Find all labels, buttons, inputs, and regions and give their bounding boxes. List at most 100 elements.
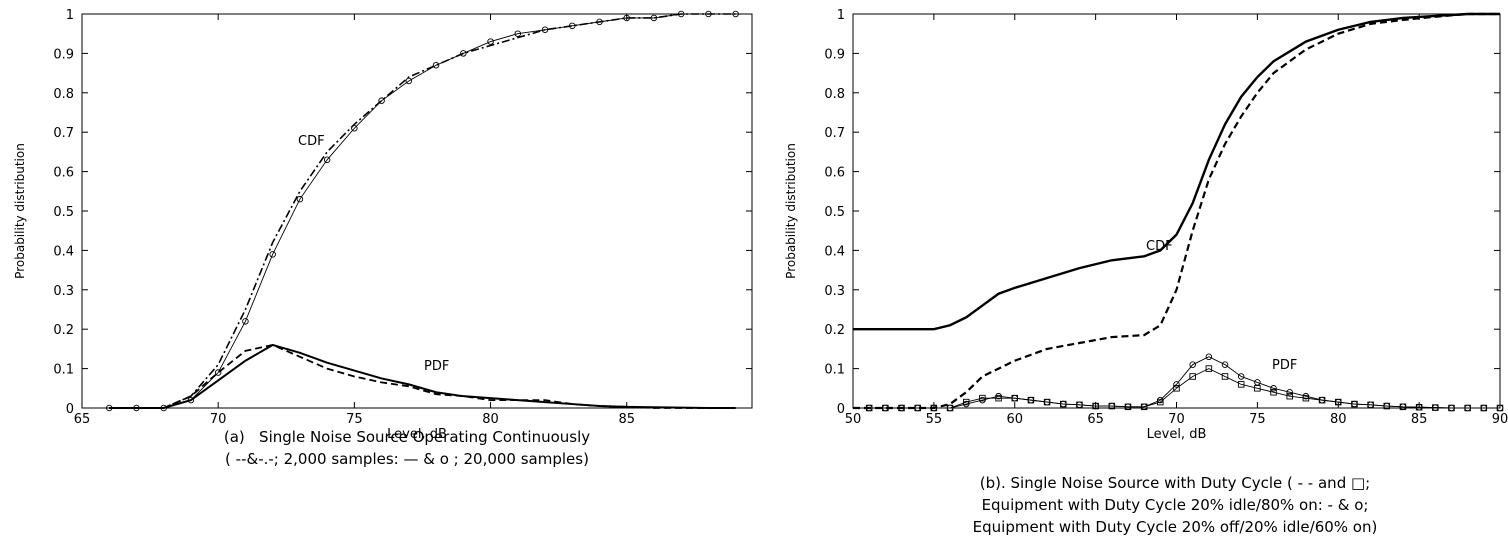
marker [378, 97, 385, 104]
caption: (a) Single Noise Source Operating Contin… [224, 428, 590, 446]
x-tick-label: 65 [1087, 412, 1104, 427]
marker [1367, 401, 1374, 409]
marker [1043, 398, 1051, 406]
marker [1302, 394, 1310, 402]
y-axis-label: Probability distribution [13, 143, 27, 279]
x-axis-label: Level, dB [387, 427, 447, 442]
marker [732, 10, 739, 18]
marker [1189, 373, 1196, 380]
marker [596, 18, 603, 26]
marker [1383, 402, 1391, 410]
y-tick-label: 0.6 [53, 166, 74, 181]
marker [930, 404, 938, 412]
marker [1480, 404, 1488, 412]
marker [323, 156, 331, 164]
y-tick-label: 0.3 [824, 284, 845, 299]
marker [1221, 373, 1229, 380]
marker [1286, 388, 1293, 396]
marker [1060, 400, 1067, 408]
marker [1496, 404, 1504, 412]
marker [1027, 396, 1035, 404]
marker [705, 10, 712, 18]
marker [432, 61, 440, 69]
caption: (b). Single Noise Source with Duty Cycle… [980, 474, 1370, 492]
marker [1011, 394, 1019, 402]
marker [898, 404, 905, 412]
marker [214, 369, 222, 376]
marker [1399, 403, 1407, 411]
plot-frame [852, 13, 1501, 409]
marker [1286, 392, 1293, 400]
marker [1448, 404, 1455, 412]
marker [405, 77, 413, 85]
x-tick-label: 75 [346, 412, 363, 427]
marker [1173, 385, 1180, 392]
y-axis-label: Probability distribution [784, 143, 798, 279]
y-tick-label: 0.7 [53, 126, 74, 141]
marker [269, 251, 276, 258]
x-tick-label: 50 [845, 412, 862, 427]
series-line [109, 344, 736, 409]
marker [882, 404, 889, 412]
y-tick-label: 1 [837, 8, 845, 23]
marker [351, 125, 358, 132]
y-tick-label: 0.3 [53, 284, 74, 299]
marker [1318, 396, 1326, 404]
x-tick-label: 90 [1492, 412, 1508, 427]
annotation: CDF [298, 134, 325, 149]
x-tick-label: 70 [1168, 412, 1185, 427]
marker [541, 26, 549, 34]
marker [568, 22, 576, 30]
marker [1464, 404, 1471, 412]
annotation: PDF [424, 359, 449, 374]
marker [514, 30, 522, 37]
marker [865, 404, 873, 412]
y-tick-label: 0.8 [824, 87, 845, 102]
marker [1415, 403, 1423, 411]
series-line [853, 12, 1500, 331]
caption: Equipment with Duty Cycle 20% idle/80% o… [982, 496, 1369, 514]
marker [1237, 373, 1245, 380]
marker [1221, 361, 1229, 368]
marker [1157, 398, 1164, 406]
x-tick-label: 85 [618, 412, 635, 427]
y-tick-label: 0 [837, 402, 845, 417]
y-tick-label: 0.5 [53, 205, 74, 220]
x-axis-label: Level, dB [1147, 427, 1207, 442]
caption: Equipment with Duty Cycle 20% off/20% id… [973, 518, 1378, 536]
marker [487, 38, 494, 45]
marker [1092, 402, 1099, 410]
marker [1237, 381, 1245, 388]
marker [1108, 402, 1116, 410]
x-tick-label: 60 [1006, 412, 1023, 427]
y-tick-label: 0.9 [53, 47, 74, 62]
y-tick-label: 0.8 [53, 87, 74, 102]
marker [1205, 353, 1213, 361]
marker [1270, 388, 1277, 396]
y-tick-label: 0.9 [824, 47, 845, 62]
x-tick-label: 75 [1249, 412, 1266, 427]
x-tick-label: 55 [926, 412, 943, 427]
series-line [869, 368, 1500, 409]
y-tick-label: 0.1 [53, 363, 74, 378]
series-line [853, 12, 1500, 410]
y-tick-label: 0.7 [824, 126, 845, 141]
marker [1270, 385, 1277, 392]
marker [995, 394, 1002, 402]
marker [1334, 398, 1342, 406]
x-tick-label: 80 [1330, 412, 1347, 427]
marker [650, 14, 658, 22]
y-tick-label: 0.4 [53, 244, 74, 259]
marker [460, 50, 467, 57]
marker [242, 318, 249, 325]
x-tick-label: 85 [1411, 412, 1428, 427]
x-tick-label: 80 [482, 412, 499, 427]
marker [1140, 403, 1148, 411]
y-tick-label: 0.2 [53, 323, 74, 338]
caption: ( --&-.-; 2,000 samples: — & o ; 20,000 … [225, 450, 589, 468]
marker [677, 10, 685, 18]
y-tick-label: 0.2 [824, 323, 845, 338]
series-line [109, 343, 736, 409]
marker [623, 14, 630, 22]
